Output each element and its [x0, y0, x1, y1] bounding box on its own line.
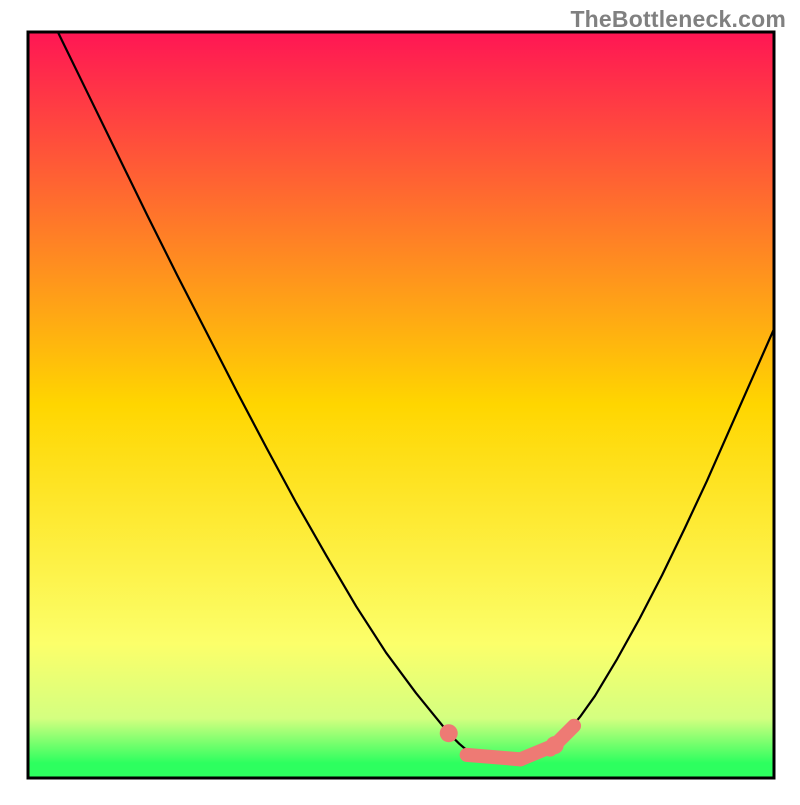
watermark-text: TheBottleneck.com — [570, 6, 786, 33]
chart-container: TheBottleneck.com — [0, 0, 800, 800]
bottleneck-chart — [0, 0, 800, 800]
